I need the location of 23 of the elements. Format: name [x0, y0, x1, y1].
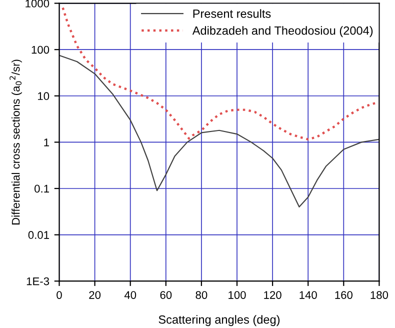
x-tick-label: 0 [56, 291, 62, 299]
x-tick-label: 100 [228, 291, 246, 299]
y-tick-label: 1000 [26, 0, 50, 8]
x-axis-title: Scattering angles (deg) [158, 315, 280, 326]
y-tick-label: 0.1 [34, 184, 49, 193]
x-tick-label: 140 [300, 291, 317, 299]
legend-label: Adibzadeh and Theodosiou (2004) [192, 26, 373, 38]
legend-label: Present results [193, 9, 271, 18]
x-tick-label: 160 [335, 291, 352, 299]
y-tick-label: 100 [32, 46, 50, 54]
x-tick-label: 120 [264, 291, 282, 299]
line-series [62, 6, 377, 140]
y-axis-title: Differential cross sections (a$_{0}$$^{2}$/sr) [10, 60, 22, 224]
line-series [59, 54, 380, 208]
y-tick-label: 10 [38, 92, 50, 100]
x-tick-label: 80 [196, 291, 208, 299]
x-tick-label: 180 [370, 291, 388, 299]
y-tick-label: 0.01 [28, 231, 49, 239]
y-tick-label: 1 [44, 138, 49, 146]
x-tick-label: 20 [89, 291, 101, 299]
x-tick-label: 60 [160, 291, 172, 299]
x-tick-label: 40 [124, 291, 136, 299]
y-tick-label: 1E-3 [26, 277, 50, 286]
